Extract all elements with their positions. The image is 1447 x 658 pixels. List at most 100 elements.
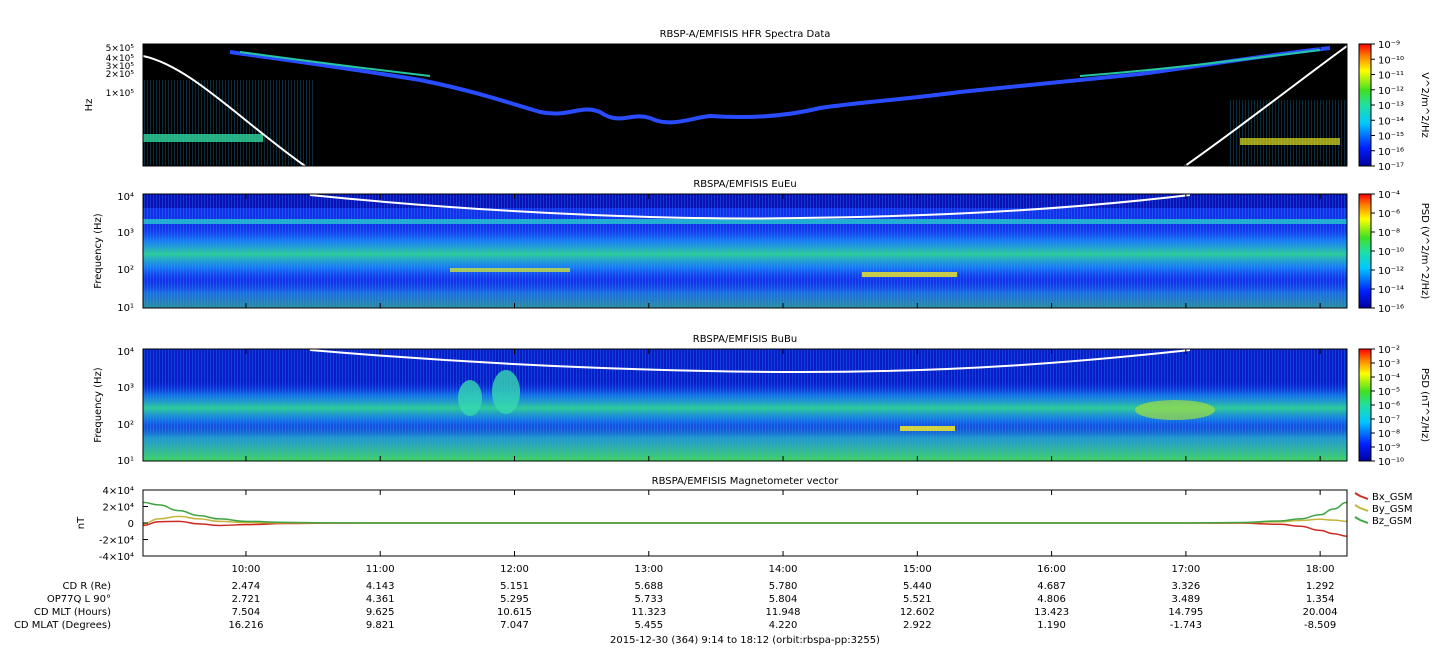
colorbar-tick-label: 10⁻⁸ (1378, 429, 1400, 440)
eueu-ytick-label: 10³ (117, 228, 134, 239)
ephemeris-value: 4.143 (366, 581, 395, 592)
eueu-white-curve (309, 194, 1191, 220)
ephemeris-table: CD R (Re) 2.474 4.143 5.151 5.688 5.780 5.440 4… (14, 581, 1338, 631)
hfr-ytick-label: 2×10⁵ (106, 70, 135, 80)
ephemeris-value: 5.804 (769, 594, 798, 605)
x-tick-label: 16:00 (1037, 564, 1066, 575)
colorbar-tick-label: 10⁻¹⁶ (1378, 147, 1404, 158)
hfr-white-curve (143, 45, 1347, 166)
mag-ytick-label: 2×10⁴ (103, 503, 134, 514)
mag-series-group (143, 501, 1347, 537)
colorbar-tick-label: 10⁻⁴ (1378, 373, 1400, 384)
bubu-ytick-label: 10³ (117, 383, 134, 394)
ephemeris-value: 3.489 (1172, 594, 1201, 605)
bubu-colorbar-label: PSD (nT^2/Hz) (1419, 368, 1430, 442)
eueu-colorbar-ticks: 10⁻⁴ 10⁻⁶ 10⁻⁸ 10⁻¹⁰ 10⁻¹² 10⁻¹⁴ 10⁻¹⁶ (1371, 190, 1404, 315)
mag-ylabel: nT (76, 516, 87, 529)
bubu-yticks: 10⁴ 10³ 10² 10¹ (117, 347, 134, 467)
colorbar-tick-label: 10⁻¹² (1378, 266, 1404, 277)
hfr-colorbar: V^2/m^2/Hz 10⁻⁹ 10⁻¹⁰ 10⁻¹¹ 10⁻¹² 10⁻¹³ 10⁻¹⁴… (1358, 40, 1430, 173)
hfr-band-right (1240, 138, 1340, 145)
ephemeris-value: 5.151 (500, 581, 529, 592)
ephemeris-value: 5.733 (634, 594, 663, 605)
panel-title-mag: RBSPA/EMFISIS Magnetometer vector (652, 476, 840, 487)
mag-ytick-label: -2×10⁴ (99, 536, 134, 547)
ephemeris-value: 11.323 (631, 607, 666, 618)
eueu-colorbar-label: PSD (V^2/m^2/Hz) (1419, 203, 1430, 300)
bubu-chorus-c (1135, 400, 1215, 420)
colorbar-tick-label: 10⁻¹⁰ (1378, 55, 1404, 66)
eueu-yellow-band-a (450, 268, 570, 272)
legend-swatch (1354, 504, 1369, 512)
hfr-plasma-line (229, 46, 1331, 125)
x-tick-label: 15:00 (903, 564, 932, 575)
ephemeris-value: 2.922 (903, 620, 932, 631)
ephemeris-value: 13.423 (1034, 607, 1069, 618)
x-tick-labels: 10:00 11:00 12:00 13:00 14:00 15:00 16:00 17:00… (232, 564, 1335, 575)
bubu-ytick-label: 10² (117, 420, 134, 431)
legend-swatch (1354, 516, 1369, 524)
colorbar-tick-label: 10⁻¹⁰ (1378, 457, 1404, 468)
x-tick-label: 13:00 (634, 564, 663, 575)
mag-series-bz-gsm (143, 501, 1347, 524)
ephemeris-value: 9.821 (366, 620, 395, 631)
eueu-yticks: 10⁴ 10³ 10² 10¹ (117, 192, 134, 314)
eueu-streaks (143, 194, 1347, 308)
hfr-upper-band (239, 49, 1321, 77)
panel-title-bubu: RBSPA/EMFISIS BuBu (693, 334, 797, 345)
ephemeris-value: 12.602 (900, 607, 935, 618)
ephemeris-value: 16.216 (228, 620, 263, 631)
ephemeris-value: 2.474 (232, 581, 261, 592)
hfr-ytick-label: 5×10⁵ (106, 44, 135, 54)
x-tick-label: 12:00 (500, 564, 529, 575)
x-ticks (245, 44, 1321, 556)
x-tick-label: 11:00 (366, 564, 395, 575)
hfr-ytick-label: 3×10⁵ (106, 62, 135, 72)
hfr-colorbar-fill (1358, 43, 1372, 167)
legend-label: By_GSM (1372, 504, 1413, 515)
bubu-chorus-a (458, 380, 482, 416)
legend-swatch (1354, 492, 1369, 500)
ephemeris-value: -1.743 (1170, 620, 1202, 631)
legend-label: Bz_GSM (1372, 516, 1412, 527)
bubu-frame (142, 348, 1348, 462)
ephemeris-value: 11.948 (766, 607, 801, 618)
colorbar-tick-label: 10⁻⁹ (1378, 40, 1400, 51)
panel-eueu: RBSPA/EMFISIS EuEu Frequency (Hz) 10⁴ 10… (93, 179, 1430, 315)
footer-text: 2015-12-30 (364) 9:14 to 18:12 (orbit:rb… (610, 635, 880, 646)
hfr-band-left (143, 134, 263, 142)
x-tick-label: 14:00 (769, 564, 798, 575)
ephemeris-value: 5.521 (903, 594, 932, 605)
colorbar-tick-label: 10⁻¹⁴ (1378, 116, 1404, 127)
hfr-colorbar-label: V^2/m^2/Hz (1419, 72, 1430, 138)
colorbar-tick-label: 10⁻³ (1378, 359, 1400, 370)
panel-title-hfr: RBSP-A/EMFISIS HFR Spectra Data (660, 29, 831, 40)
colorbar-tick-label: 10⁻⁴ (1378, 190, 1400, 201)
ephemeris-value: 5.295 (500, 594, 529, 605)
ephemeris-value: 4.687 (1037, 581, 1066, 592)
panel-title-eueu: RBSPA/EMFISIS EuEu (693, 179, 796, 190)
colorbar-tick-label: 10⁻¹⁴ (1378, 285, 1404, 296)
hfr-frame (142, 43, 1348, 167)
ephemeris-value: -8.509 (1304, 620, 1336, 631)
eueu-ytick-label: 10² (117, 265, 134, 276)
mag-ytick-label: -4×10⁴ (99, 552, 134, 563)
ephemeris-row-label: CD R (Re) (63, 581, 112, 592)
mag-ytick-label: 0 (128, 519, 134, 530)
panel-hfr: RBSP-A/EMFISIS HFR Spectra Data Hz 5×10⁵… (84, 29, 1430, 173)
hfr-ytick-label: 4×10⁵ (106, 54, 135, 64)
ephemeris-value: 9.625 (366, 607, 395, 618)
hfr-noise-right (1230, 100, 1347, 166)
ephemeris-value: 2.721 (232, 594, 261, 605)
bubu-yellow-band (900, 426, 955, 431)
x-tick-label: 17:00 (1171, 564, 1200, 575)
mag-yticks: 4×10⁴ 2×10⁴ 0 -2×10⁴ -4×10⁴ (99, 486, 148, 563)
x-tick-label: 10:00 (232, 564, 261, 575)
ephemeris-value: 5.688 (634, 581, 663, 592)
hfr-background (143, 44, 1347, 166)
ephemeris-row-label: CD MLT (Hours) (34, 607, 111, 618)
colorbar-tick-label: 10⁻⁵ (1378, 387, 1400, 398)
bubu-colorbar: PSD (nT^2/Hz) 10⁻²10⁻³10⁻⁴10⁻⁵10⁻⁶10⁻⁷10… (1358, 345, 1430, 468)
